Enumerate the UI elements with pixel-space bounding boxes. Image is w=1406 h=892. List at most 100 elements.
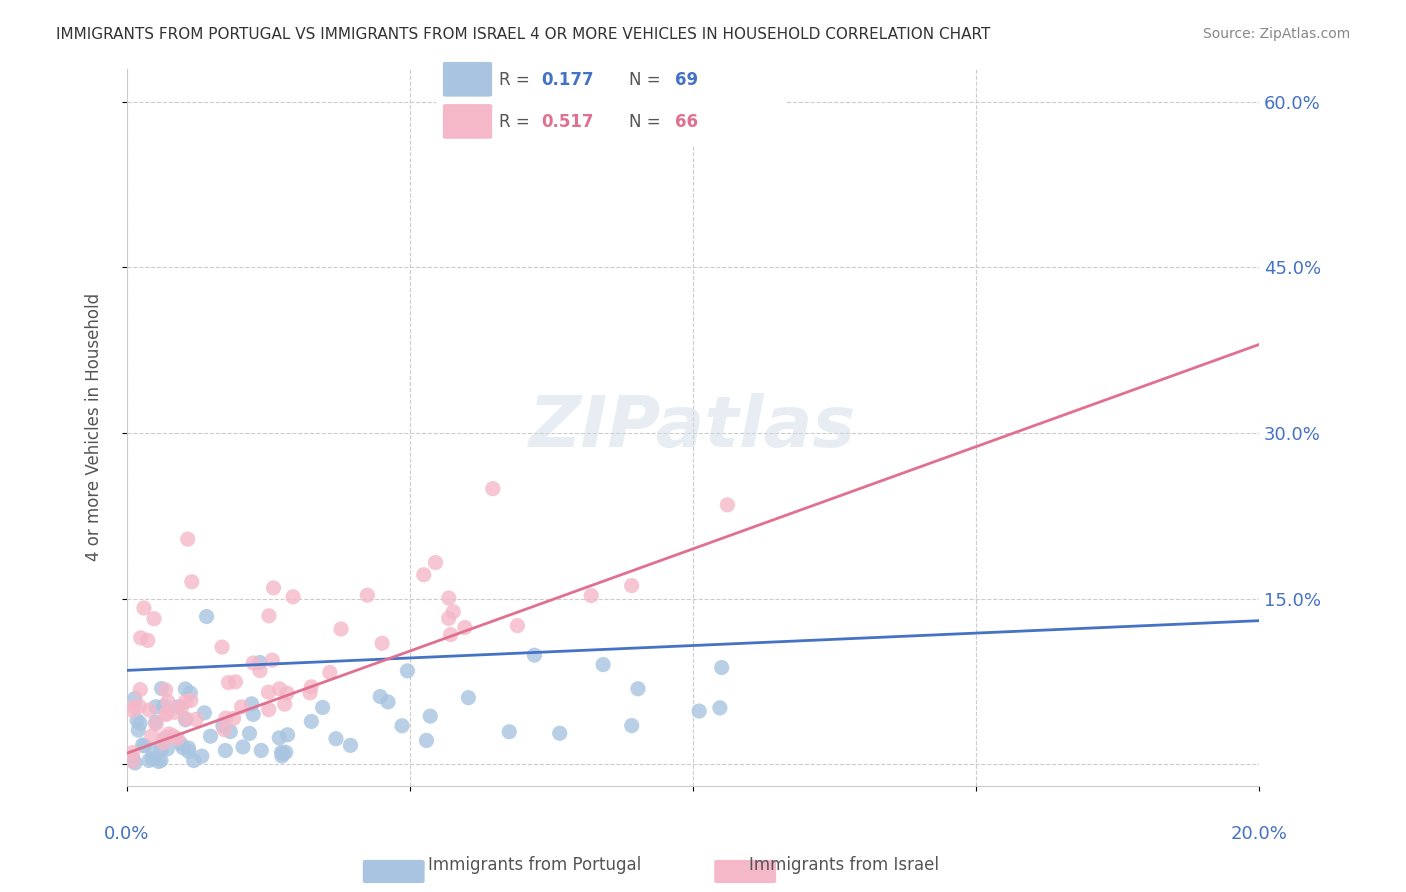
Point [124,756,146,770]
Point [716,498,738,512]
Point [145,717,167,731]
Point [212,719,235,733]
Point [242,707,264,722]
FancyBboxPatch shape [443,104,492,139]
Y-axis label: 4 or more Vehicles in Household: 4 or more Vehicles in Household [86,293,103,561]
Point [212,723,235,737]
Point [215,711,238,725]
Point [170,700,193,714]
Point [440,627,463,641]
Point [270,749,292,764]
Point [132,601,155,615]
Point [166,700,188,714]
Point [155,682,177,697]
Point [319,665,342,680]
Point [162,729,184,743]
Point [299,686,322,700]
Point [129,631,152,645]
Point [195,609,218,624]
Point [145,699,167,714]
Point [145,715,167,730]
Point [142,743,165,757]
Text: R =: R = [499,113,536,131]
Point [121,751,143,765]
Point [274,745,297,759]
Point [141,752,163,766]
Point [222,711,245,725]
Point [163,706,186,720]
Text: 66: 66 [675,113,697,131]
Point [339,739,361,753]
Text: N =: N = [630,113,666,131]
Point [180,693,202,707]
Point [174,712,197,726]
Point [454,620,477,634]
Point [276,686,298,700]
Point [232,739,254,754]
Point [121,703,143,717]
Point [437,611,460,625]
Point [240,697,263,711]
Point [174,713,197,727]
Point [330,622,353,636]
Point [391,719,413,733]
Point [141,729,163,743]
Point [299,680,322,694]
Point [299,714,322,729]
Text: 20.0%: 20.0% [1230,825,1286,843]
Point [131,738,153,752]
Point [242,656,264,670]
Point [138,754,160,768]
Point [231,700,253,714]
Point [627,681,650,696]
Point [269,681,291,696]
Point [311,700,333,714]
Point [224,674,246,689]
Point [143,612,166,626]
Point [191,749,214,764]
Point [177,741,200,756]
Point [481,482,503,496]
Point [441,605,464,619]
Point [250,743,273,757]
Point [121,754,143,768]
Text: R =: R = [499,70,536,88]
Point [263,581,285,595]
Point [136,633,159,648]
Point [157,727,180,741]
Point [184,713,207,727]
Text: 69: 69 [675,70,697,88]
FancyBboxPatch shape [443,62,492,96]
Point [396,664,419,678]
Point [155,707,177,722]
Point [156,695,179,709]
Point [183,754,205,768]
Point [152,736,174,750]
Point [217,675,239,690]
Point [169,737,191,751]
Point [523,648,546,663]
Point [548,726,571,740]
FancyBboxPatch shape [429,52,794,149]
Point [249,656,271,670]
Point [688,704,710,718]
Point [127,723,149,738]
Point [219,724,242,739]
Point [200,729,222,743]
Point [129,716,152,731]
Point [425,556,447,570]
Point [281,590,304,604]
Point [620,718,643,732]
Text: IMMIGRANTS FROM PORTUGAL VS IMMIGRANTS FROM ISRAEL 4 OR MORE VEHICLES IN HOUSEHO: IMMIGRANTS FROM PORTUGAL VS IMMIGRANTS F… [56,27,991,42]
Point [620,579,643,593]
Point [271,747,294,761]
Point [125,714,148,728]
Point [277,728,299,742]
Text: 0.517: 0.517 [541,113,593,131]
Point [457,690,479,705]
Point [592,657,614,672]
Point [257,703,280,717]
Text: Immigrants from Portugal: Immigrants from Portugal [427,856,641,874]
Point [179,686,201,700]
Point [356,588,378,602]
